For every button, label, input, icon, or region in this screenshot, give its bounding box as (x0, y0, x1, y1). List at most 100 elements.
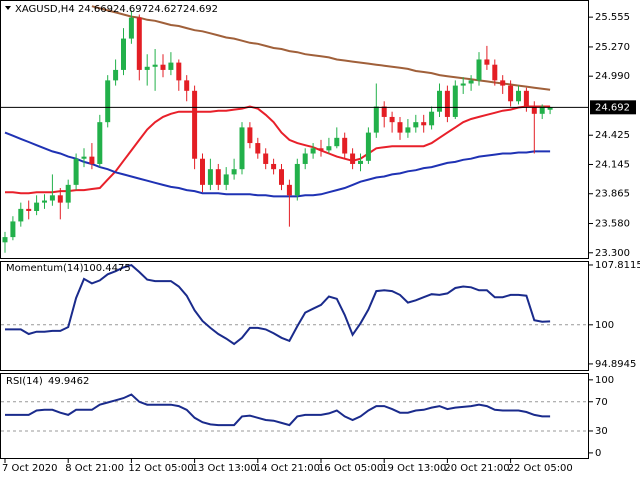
y-tick-label: 100 (595, 320, 614, 331)
candle-body (136, 17, 142, 70)
y-tick-label: 100 (595, 375, 614, 386)
rsi-panel-frame (0, 373, 589, 459)
momentum-name: Momentum(14) (6, 263, 84, 274)
candle-body (89, 156, 95, 164)
candle-body (144, 66, 150, 70)
candle-body (215, 169, 221, 185)
candle-body (350, 153, 356, 164)
candle-body (476, 59, 482, 81)
current-price-label: 24.692 (595, 102, 630, 113)
candle-body (176, 62, 182, 81)
candle-body (42, 200, 47, 203)
candle-body (121, 38, 126, 70)
x-tick-label: 8 Oct 21:00 (65, 463, 124, 474)
candle-body (255, 143, 261, 154)
candle-body (18, 208, 24, 222)
y-tick-label: 107.8115 (595, 260, 640, 271)
candle-body (468, 80, 474, 84)
open-value: 24.669 (78, 4, 113, 15)
x-tick-label: 14 Oct 21:00 (255, 463, 320, 474)
candle-body (200, 158, 205, 185)
candle-body (73, 158, 79, 185)
y-tick-label: 24.145 (595, 159, 630, 170)
candle-body (2, 237, 8, 243)
candle-body (539, 106, 545, 114)
candle-body (152, 64, 158, 67)
rsi-name: RSI(14) (6, 376, 43, 387)
candle-body (57, 195, 63, 203)
x-tick-label: 12 Oct 05:00 (128, 463, 193, 474)
rsi-value: 49.9462 (48, 376, 89, 387)
candle-body (523, 90, 529, 107)
candle-body (65, 184, 71, 203)
high-value: 24.697 (113, 4, 148, 15)
candle-body (405, 127, 411, 133)
candle-body (326, 146, 332, 151)
current-price-box (590, 100, 636, 115)
y-tick-label: 0 (595, 448, 601, 459)
candle-body (452, 85, 458, 117)
candle-body (484, 59, 490, 65)
candle-body (547, 107, 553, 110)
candle-body (223, 174, 229, 185)
candle-body (286, 184, 292, 196)
candle-body (437, 90, 442, 112)
x-tick-label: 13 Oct 13:00 (192, 463, 257, 474)
candle-body (34, 202, 40, 211)
y-tick-label: 23.865 (595, 189, 630, 200)
candle-body (421, 122, 427, 126)
candle-body (263, 153, 269, 164)
candle-body (105, 80, 111, 123)
indicator-line (5, 393, 551, 427)
candle-body (318, 148, 324, 151)
candle-body (373, 106, 379, 133)
candle-body (358, 160, 363, 164)
candle-body (429, 111, 435, 126)
candle-body (397, 122, 403, 133)
candle-body (128, 17, 134, 39)
candle-body (381, 106, 387, 117)
candle-body (334, 137, 340, 147)
moving-average (4, 131, 551, 198)
candle-body (160, 64, 166, 70)
candle-body (113, 69, 119, 81)
moving-average (5, 105, 551, 195)
low-value: 24.627 (148, 4, 183, 15)
candle-body (365, 132, 371, 161)
candle-body (500, 80, 506, 86)
y-tick-label: 94.8945 (595, 359, 636, 370)
candle-body (310, 148, 316, 154)
y-tick-label: 24.425 (595, 130, 630, 141)
candle-body (26, 208, 32, 211)
candle-body (279, 169, 284, 185)
candle-body (49, 195, 55, 201)
main-panel-frame (0, 0, 589, 259)
x-tick-label: 16 Oct 05:00 (318, 463, 383, 474)
indicator-line (5, 263, 551, 346)
candle-body (271, 163, 277, 170)
candle-body (516, 90, 521, 102)
candle-body (97, 122, 103, 164)
candle-body (10, 221, 16, 238)
y-tick-label: 24.990 (595, 71, 630, 82)
menu-arrow[interactable] (5, 6, 11, 10)
symbol-title: XAGUSD,H4 (15, 4, 75, 15)
candle-body (508, 85, 514, 102)
candle-body (492, 64, 498, 81)
moving-average (91, 5, 551, 91)
candle-body (389, 116, 395, 123)
candle-body (192, 90, 198, 159)
candle-body (239, 127, 245, 170)
x-tick-label: 7 Oct 2020 (2, 463, 57, 474)
y-tick-label: 25.270 (595, 42, 630, 53)
y-tick-label: 70 (595, 397, 608, 408)
candle-body (184, 80, 190, 91)
candle-body (531, 106, 537, 114)
close-value: 24.692 (183, 4, 218, 15)
candle-body (413, 122, 419, 128)
y-tick-label: 23.300 (595, 248, 630, 259)
candle-body (294, 163, 300, 196)
candle-body (460, 83, 466, 86)
